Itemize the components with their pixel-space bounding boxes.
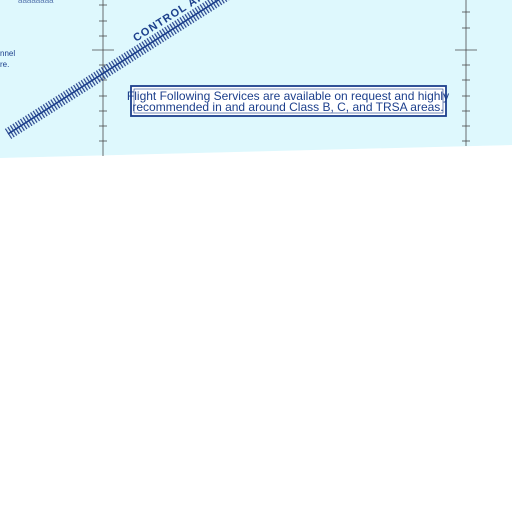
right-divider-ticks <box>455 11 477 142</box>
left-partial-text-2: re. <box>0 60 9 69</box>
left-partial-text-1: nnel <box>0 49 15 58</box>
left-partial-text-top: aaaaaaaa <box>18 0 54 5</box>
chart-panel-background <box>0 0 512 158</box>
notice-line-2: recommended in and around Class B, C, an… <box>132 100 443 114</box>
control-area-boundary <box>4 0 282 140</box>
flight-following-notice: Flight Following Services are available … <box>127 85 449 117</box>
notice-line-1: Flight Following Services are available … <box>127 89 449 103</box>
